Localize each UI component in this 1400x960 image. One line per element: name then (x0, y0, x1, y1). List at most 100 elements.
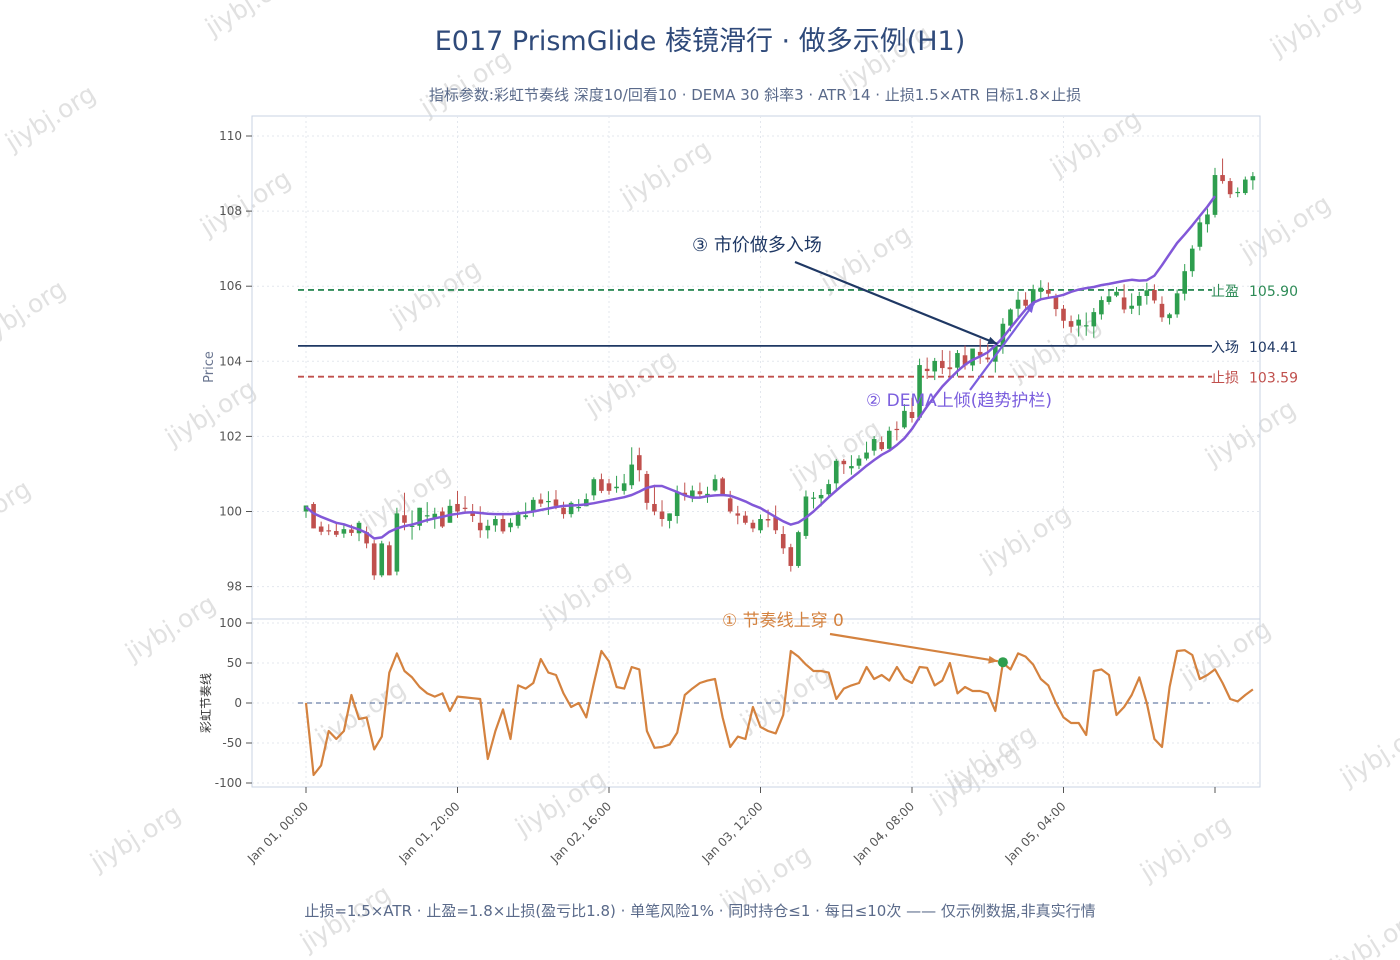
candle-body (1038, 287, 1044, 292)
candle-body (553, 499, 559, 506)
level-label: 止损 (1211, 371, 1239, 387)
candle-body (576, 506, 581, 509)
candle-body (1008, 309, 1013, 326)
candle-body (659, 511, 665, 520)
candle-body (1136, 295, 1142, 306)
watermark-text: jiybj.org (534, 554, 635, 632)
oscillator-tick-label: 100 (219, 616, 242, 630)
level-value: 105.90 (1249, 284, 1298, 300)
candle-body (970, 348, 975, 366)
candle-body (1152, 289, 1157, 301)
candle-body (811, 497, 816, 499)
candle-body (417, 507, 422, 526)
candle-body (379, 543, 385, 576)
candle-body (720, 478, 725, 495)
candle-body (879, 442, 884, 450)
candle-body (758, 519, 763, 531)
candle-body (1159, 303, 1165, 318)
candle-body (349, 529, 354, 533)
oscillator-group (298, 649, 1254, 777)
candle-body (864, 452, 869, 459)
candle-body (841, 460, 847, 465)
candle-body (924, 368, 930, 372)
candle-body (985, 357, 991, 360)
chart-subtitle: 指标参数:彩虹节奏线 深度10/回看10 · DEMA 30 斜率3 · ATR… (429, 86, 1081, 104)
price-tick-label: 98 (227, 580, 242, 594)
candle-body (674, 491, 680, 517)
candle-body (1189, 248, 1195, 272)
candle-body (955, 353, 960, 368)
candle-body (780, 534, 786, 549)
candle-body (538, 499, 544, 504)
candle-body (765, 519, 771, 521)
x-tick-label: Jan 05, 04:00 (1002, 799, 1069, 866)
dema-arrow (969, 302, 1036, 391)
candle-body (387, 545, 392, 576)
oscillator-axis-label: 彩虹节奏线 (199, 673, 213, 733)
price-tick-label: 106 (219, 279, 242, 293)
candle-body (470, 511, 475, 517)
candle-body (599, 479, 604, 491)
candle-body (788, 547, 794, 566)
level-value: 103.59 (1249, 371, 1298, 387)
candle-body (667, 513, 672, 521)
candle-body (932, 360, 938, 372)
candle-body (614, 486, 619, 489)
candle-body (1235, 191, 1241, 194)
watermark-text: jiybj.org (199, 0, 300, 42)
candle-body (826, 484, 831, 495)
watermark-text: jiybj.org (1134, 809, 1235, 887)
candle-body (371, 543, 377, 576)
candle-body (334, 531, 339, 535)
candle-body (546, 500, 551, 503)
candle-body (1076, 319, 1081, 326)
watermark-text: jiybj.org (194, 164, 295, 242)
price-panel-frame (251, 115, 1261, 620)
price-levels: 止盈 105.90 入场 104.41 止损 103.59 (298, 284, 1298, 387)
candle-body (993, 345, 998, 362)
watermark-text: jiybj.org (1334, 714, 1400, 792)
dema-line (305, 195, 1217, 540)
candle-body (796, 532, 801, 566)
candle-body (523, 515, 528, 518)
candle-body (591, 479, 597, 496)
watermark-text: jiybj.org (509, 764, 610, 842)
signal-arrow-head (988, 655, 998, 664)
candle-body (856, 458, 862, 466)
candle-body (1000, 323, 1006, 346)
candle-body (462, 507, 468, 509)
candle-body (493, 519, 498, 526)
candle-body (871, 439, 877, 451)
candle-body (485, 525, 491, 531)
candle-body (409, 525, 415, 527)
watermark-text: jiybj.org (0, 274, 71, 352)
level-value: 104.41 (1249, 340, 1298, 356)
dema-line-group (305, 195, 1217, 540)
candle-body (1220, 175, 1225, 182)
price-tick-label: 100 (219, 505, 242, 519)
oscillator-tick-label: -50 (222, 736, 242, 750)
candle-body (690, 490, 695, 498)
watermark-text: jiybj.org (1234, 189, 1335, 267)
oscillator-tick-label: -100 (215, 776, 242, 790)
watermark-text: jiybj.org (974, 499, 1075, 577)
candle-body (364, 532, 369, 544)
candle-body (508, 522, 513, 528)
x-tick-label: Jan 01, 20:00 (396, 799, 463, 866)
candle-body (637, 455, 642, 471)
candle-body (962, 355, 968, 366)
candle-body (606, 483, 612, 491)
watermark-text: jiybj.org (1004, 309, 1105, 387)
level-label: 止盈 (1211, 284, 1239, 300)
signal-dot (997, 657, 1008, 668)
candle-body (1197, 222, 1203, 247)
dema-annotation: ② DEMA上倾(趋势护栏) (866, 391, 1052, 411)
candle-body (1053, 297, 1059, 310)
candle-body (311, 503, 316, 529)
price-tick-label: 104 (219, 354, 242, 368)
candle-body (886, 430, 892, 449)
candle-body (697, 491, 703, 495)
candle-body (1250, 176, 1256, 181)
candle-body (341, 529, 347, 534)
